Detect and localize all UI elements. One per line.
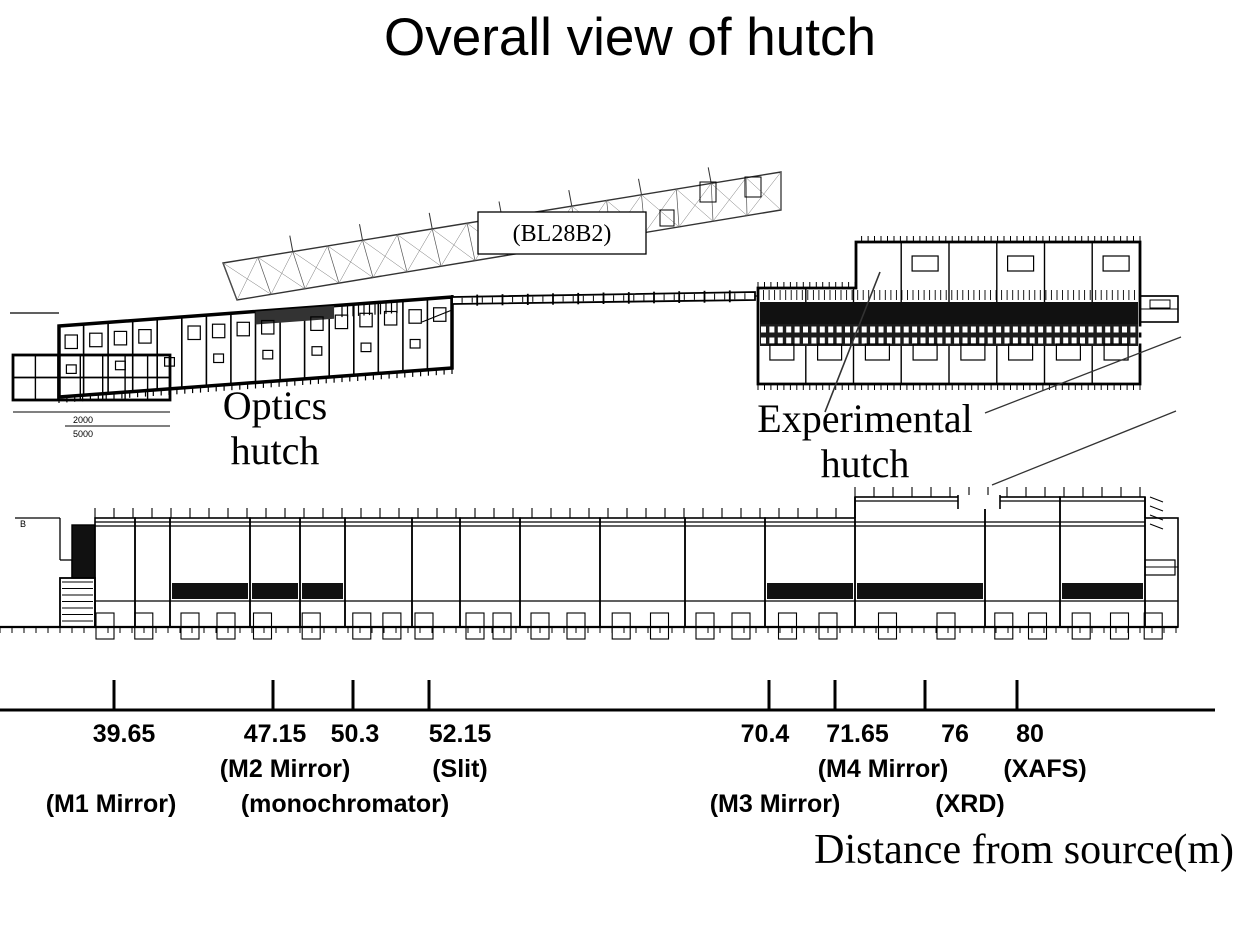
svg-text:2000: 2000 xyxy=(73,415,93,425)
svg-text:B: B xyxy=(20,519,26,529)
svg-text:5000: 5000 xyxy=(73,429,93,439)
